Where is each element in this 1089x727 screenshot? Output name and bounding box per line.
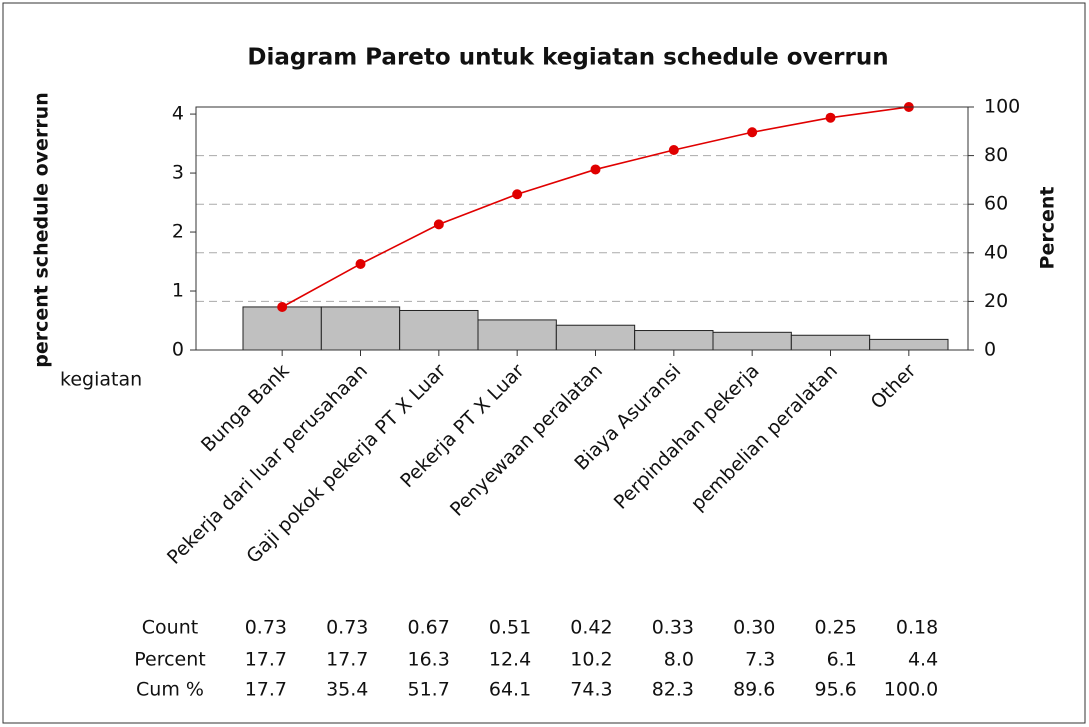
table-cell: 95.6: [814, 679, 856, 701]
table-cell: 4.4: [908, 649, 938, 671]
cum-point: [591, 164, 601, 174]
table-cell: 17.7: [245, 679, 287, 701]
table-cell: 0.25: [814, 617, 856, 639]
y-axis-label: percent schedule overrun: [31, 92, 53, 367]
bar: [400, 310, 478, 350]
y2-tick-label: 40: [984, 241, 1008, 263]
table-cell: 0.73: [245, 617, 287, 639]
y2-tick-label: 0: [984, 339, 996, 361]
table-cell: 10.2: [570, 649, 612, 671]
x-axis-label: kegiatan: [60, 369, 142, 391]
y2-axis-label: Percent: [1037, 187, 1059, 270]
y2-tick-label: 100: [984, 96, 1020, 118]
table-cell: 64.1: [489, 679, 531, 701]
bar: [478, 320, 556, 350]
outer-frame: [3, 3, 1085, 723]
table-cell: 17.7: [326, 649, 368, 671]
table-cell: 0.18: [896, 617, 938, 639]
y-tick-label: 0: [172, 339, 184, 361]
y2-tick-label: 60: [984, 193, 1008, 215]
bar: [556, 325, 634, 350]
cum-point: [277, 302, 287, 312]
table-row-label: Count: [142, 617, 198, 639]
table-cell: 82.3: [652, 679, 694, 701]
table-cell: 100.0: [884, 679, 938, 701]
bar: [243, 307, 321, 350]
y-tick-label: 3: [172, 162, 184, 184]
y2-tick-label: 20: [984, 290, 1008, 312]
table-cell: 0.51: [489, 617, 531, 639]
bar: [321, 307, 399, 350]
cum-point: [669, 145, 679, 155]
table-cell: 89.6: [733, 679, 775, 701]
table-cell: 8.0: [664, 649, 694, 671]
cum-point: [826, 113, 836, 123]
table-cell: 0.33: [652, 617, 694, 639]
bar: [791, 335, 869, 350]
bar: [870, 339, 948, 350]
table-cell: 74.3: [570, 679, 612, 701]
table-cell: 7.3: [745, 649, 775, 671]
y2-tick-label: 80: [984, 144, 1008, 166]
table-cell: 17.7: [245, 649, 287, 671]
table-cell: 35.4: [326, 679, 368, 701]
table-cell: 51.7: [407, 679, 449, 701]
table-cell: 12.4: [489, 649, 531, 671]
cum-point: [356, 259, 366, 269]
cum-point: [747, 127, 757, 137]
table-cell: 6.1: [827, 649, 857, 671]
table-cell: 0.42: [570, 617, 612, 639]
y-tick-label: 4: [172, 103, 184, 125]
chart-title: Diagram Pareto untuk kegiatan schedule o…: [247, 45, 888, 71]
table-row-label: Percent: [134, 649, 206, 671]
table-cell: 0.30: [733, 617, 775, 639]
table-cell: 16.3: [407, 649, 449, 671]
cum-point: [434, 219, 444, 229]
table-cell: 0.73: [326, 617, 368, 639]
cum-point: [512, 189, 522, 199]
table-row-label: Cum %: [136, 679, 204, 701]
chart: Diagram Pareto untuk kegiatan schedule o…: [0, 0, 1089, 727]
table-cell: 0.67: [407, 617, 449, 639]
y-tick-label: 1: [172, 280, 184, 302]
bar: [713, 332, 791, 350]
y-tick-label: 2: [172, 221, 184, 243]
bar: [635, 331, 713, 350]
